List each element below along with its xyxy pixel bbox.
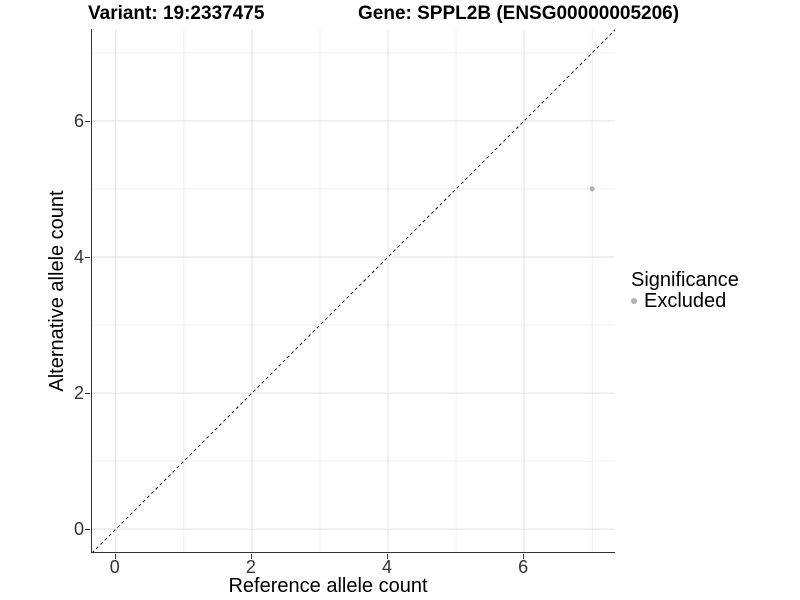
y-tick-label: 0 xyxy=(73,519,84,540)
y-tick-label: 6 xyxy=(73,110,84,131)
x-axis-title: Reference allele count xyxy=(228,575,428,597)
x-tick-label: 0 xyxy=(109,557,120,577)
y-tick-mark xyxy=(85,529,90,531)
legend-title: Significance xyxy=(631,269,739,291)
plot-svg xyxy=(92,29,615,552)
x-tick-mark xyxy=(114,554,116,559)
y-tick-mark xyxy=(85,256,90,258)
y-tick-mark xyxy=(85,393,90,395)
y-tick-label: 2 xyxy=(73,383,84,404)
x-tick-mark xyxy=(387,554,389,559)
x-tick-mark xyxy=(523,554,525,559)
plot-title-gene: Gene: SPPL2B (ENSG00000005206) xyxy=(358,3,680,24)
x-tick-label: 4 xyxy=(382,557,393,577)
plot-panel xyxy=(91,29,615,553)
x-tick-label: 2 xyxy=(245,557,256,577)
y-tick-mark xyxy=(85,120,90,122)
x-tick-label: 6 xyxy=(518,557,529,577)
x-tick-mark xyxy=(250,554,252,559)
legend-point-icon xyxy=(631,298,637,304)
y-axis-title: Alternative allele count xyxy=(46,190,68,392)
plot-title-variant: Variant: 19:2337475 xyxy=(88,3,265,24)
legend-item-label: Excluded xyxy=(644,290,727,312)
legend: Significance Excluded xyxy=(631,270,739,311)
legend-item-excluded: Excluded xyxy=(631,291,739,311)
y-tick-label: 4 xyxy=(73,246,84,267)
